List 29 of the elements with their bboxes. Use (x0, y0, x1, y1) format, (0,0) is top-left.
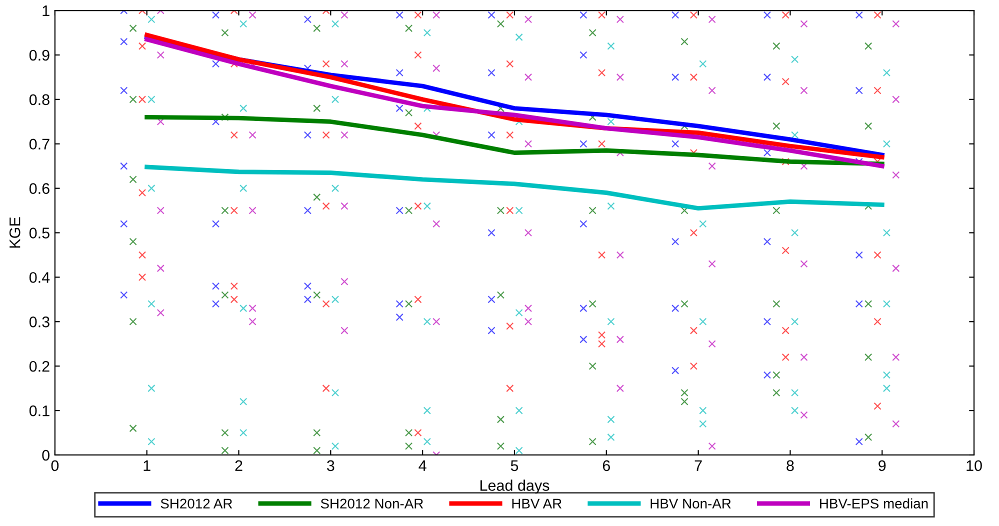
y-tick-label: 0 (42, 450, 50, 461)
x-tick-label: 1 (144, 460, 150, 471)
y-tick-label: 1 (42, 6, 50, 16)
y-tick-label: 0.9 (29, 50, 50, 61)
y-tick-label: 0.5 (29, 228, 50, 238)
legend-label: SH2012 Non-AR (320, 498, 424, 509)
x-tick-label: 4 (418, 460, 426, 471)
x-tick-label: 5 (510, 460, 518, 472)
x-tick-label: 9 (878, 460, 886, 472)
y-tick-label: 0.1 (29, 405, 50, 416)
y-tick-label: 0.8 (29, 94, 50, 106)
x-tick-label: 0 (51, 460, 59, 472)
x-tick-label: 3 (327, 460, 334, 472)
legend-label: SH2012 AR (160, 498, 232, 509)
y-tick-label: 0.4 (29, 272, 50, 283)
y-tick-label: 0.3 (29, 316, 50, 328)
x-tick-label: 10 (966, 460, 982, 472)
legend-label: HBV-EPS median (820, 498, 928, 509)
legend-label: HBV Non-AR (650, 498, 731, 509)
y-axis-title: KGE (9, 217, 20, 248)
y-tick-label: 0.7 (29, 138, 50, 150)
y-tick-label: 0.2 (29, 360, 50, 372)
x-tick-label: 6 (602, 460, 610, 472)
x-axis-title: Lead days (480, 480, 550, 494)
x-tick-label: 8 (786, 460, 794, 472)
x-tick-label: 7 (694, 460, 702, 471)
legend-label: HBV AR (512, 498, 562, 508)
x-tick-label: 2 (235, 460, 242, 471)
y-tick-label: 0.6 (29, 183, 50, 194)
